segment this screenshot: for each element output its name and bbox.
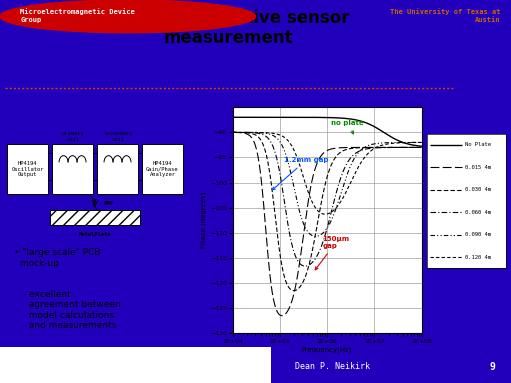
- Bar: [7, 144, 48, 194]
- Text: HP4194
Oscillator
Output: HP4194 Oscillator Output: [11, 161, 44, 177]
- Text: The University of Texas at
Austin: The University of Texas at Austin: [390, 8, 501, 23]
- Text: - excellent
  agreement between
  model calculations
  and measurements: - excellent agreement between model calc…: [23, 290, 121, 330]
- Bar: [50, 210, 140, 225]
- Text: 0.015 4m: 0.015 4m: [464, 165, 491, 170]
- Ellipse shape: [0, 0, 256, 33]
- Text: 1.2mm gap: 1.2mm gap: [272, 157, 328, 190]
- X-axis label: Frequency(Hz): Frequency(Hz): [302, 347, 352, 353]
- Text: no plate: no plate: [331, 120, 363, 134]
- Text: 0.090 4m: 0.090 4m: [464, 232, 491, 237]
- Text: No Plate: No Plate: [464, 142, 491, 147]
- Y-axis label: Phase (degrees): Phase (degrees): [201, 192, 207, 249]
- Bar: [142, 144, 183, 194]
- Text: Dean P. Neikirk: Dean P. Neikirk: [295, 362, 369, 371]
- Text: gap: gap: [104, 200, 114, 205]
- Text: 0.120 4m: 0.120 4m: [464, 255, 491, 260]
- Text: Microelectromagnetic Device
Group: Microelectromagnetic Device Group: [20, 8, 135, 23]
- Text: secondary
coil: secondary coil: [103, 131, 132, 142]
- Bar: [52, 144, 93, 194]
- Text: • "large scale" PCB
  mock-up: • "large scale" PCB mock-up: [14, 249, 101, 268]
- Text: HP4194
Gain/Phase
Analyzer: HP4194 Gain/Phase Analyzer: [146, 161, 179, 177]
- Text: 0.060 4m: 0.060 4m: [464, 210, 491, 215]
- Text: Dual coil inductive sensor
measurement: Dual coil inductive sensor measurement: [108, 9, 350, 47]
- Text: MetalPlate: MetalPlate: [79, 232, 111, 237]
- Text: 0.030 4m: 0.030 4m: [464, 187, 491, 192]
- Text: primary
coil: primary coil: [61, 131, 84, 142]
- Text: 150μm
gap: 150μm gap: [315, 236, 350, 270]
- Bar: [97, 144, 138, 194]
- Text: 9: 9: [490, 362, 496, 372]
- FancyBboxPatch shape: [0, 347, 271, 383]
